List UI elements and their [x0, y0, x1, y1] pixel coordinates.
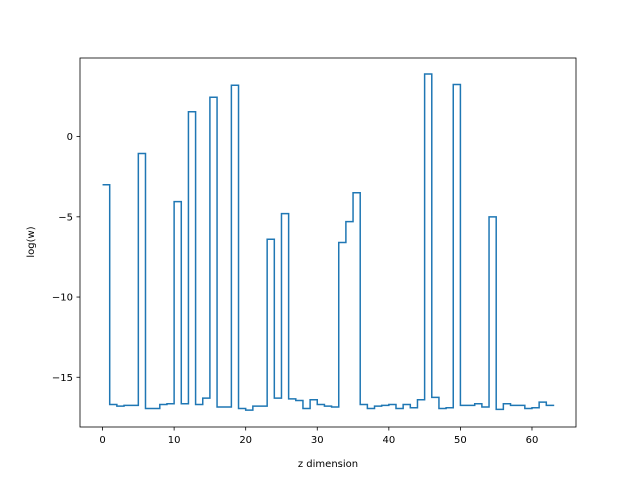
y-tick-label: −10 — [52, 293, 73, 304]
y-axis-label: log(w) — [26, 226, 37, 257]
series-line — [102, 73, 555, 411]
x-tick-label: 0 — [99, 435, 105, 446]
axes-frame — [79, 57, 577, 428]
x-tick-label: 40 — [382, 435, 395, 446]
x-tick-label: 50 — [454, 435, 467, 446]
y-tick-label: 0 — [67, 132, 73, 143]
x-tick-label: 20 — [239, 435, 252, 446]
x-axis-label: z dimension — [298, 459, 358, 470]
x-axis: 0 10 20 30 40 50 60 — [99, 427, 538, 446]
y-axis: −15 −10 −5 0 — [52, 132, 80, 384]
x-tick-label: 30 — [311, 435, 324, 446]
x-tick-label: 10 — [168, 435, 181, 446]
y-tick-label: −15 — [52, 373, 73, 384]
y-tick-label: −5 — [58, 212, 73, 223]
x-tick-label: 60 — [526, 435, 539, 446]
plot-area — [102, 73, 555, 411]
